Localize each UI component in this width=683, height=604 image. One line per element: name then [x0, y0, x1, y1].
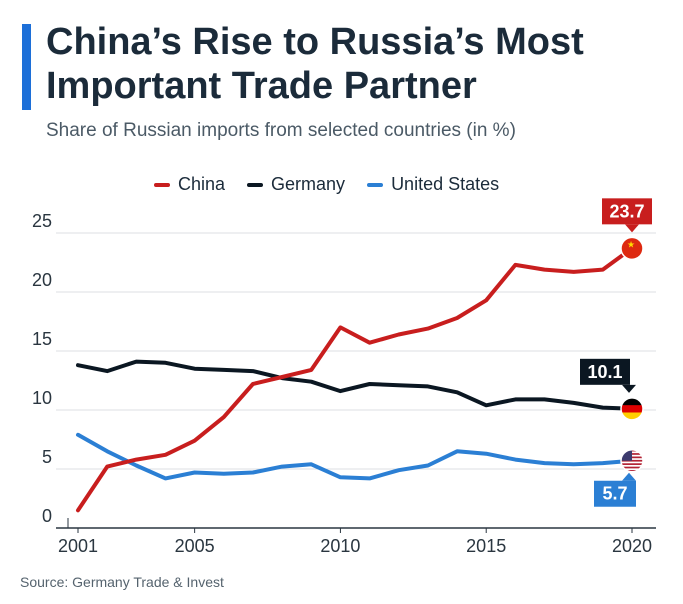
germany-flag-stripe — [621, 397, 643, 406]
series-line-china — [76, 246, 634, 513]
germany-flag-icon — [621, 397, 643, 420]
legend-swatch-germany — [247, 182, 264, 187]
callout-pointer-united-states — [622, 472, 636, 481]
y-tick-label: 20 — [32, 270, 52, 290]
legend-swatch-united-states — [367, 182, 384, 187]
us-flag-part — [621, 449, 632, 461]
y-tick-label: 25 — [32, 211, 52, 231]
x-tick-label: 2020 — [612, 536, 652, 556]
legend-label-china: China — [178, 174, 226, 194]
callout-pointer-germany — [622, 384, 636, 393]
x-tick-label: 2005 — [175, 536, 215, 556]
chart-legend: China Germany United States — [154, 174, 499, 195]
germany-flag-stripe — [621, 412, 643, 420]
end-label-germany: 10.1 — [587, 362, 622, 382]
callout-box-china — [602, 198, 652, 225]
legend-item-china: China — [154, 174, 225, 195]
germany-flag-ring — [620, 397, 644, 421]
china-flag-star-icon: ★ — [627, 240, 635, 250]
legend-item-germany: Germany — [247, 174, 345, 195]
series-line-united-states — [76, 432, 634, 481]
title-accent-bar — [22, 24, 31, 110]
china-flag-icon — [620, 236, 644, 261]
callout-pointer-china — [625, 224, 639, 233]
y-tick-label: 10 — [32, 388, 52, 408]
germany-flag-stripe — [621, 405, 643, 413]
legend-label-united-states: United States — [391, 174, 500, 194]
us-flag-part — [621, 466, 643, 469]
series-line-germany — [76, 359, 634, 411]
callout-box-united-states — [594, 480, 636, 507]
x-tick-label: 2010 — [320, 536, 360, 556]
us-flag-icon — [621, 449, 643, 472]
legend-label-germany: Germany — [271, 174, 346, 194]
y-tick-label: 5 — [42, 447, 52, 467]
x-tick-label: 2001 — [58, 536, 98, 556]
us-flag-part — [621, 459, 643, 462]
us-flag-part — [621, 470, 643, 472]
end-label-united-states: 5.7 — [602, 484, 627, 504]
callout-box-germany — [580, 358, 630, 385]
legend-swatch-china — [154, 182, 170, 187]
chart-subtitle: Share of Russian imports from selected c… — [46, 120, 516, 141]
chart-title: China’s Rise to Russia’s Most Important … — [46, 21, 584, 107]
y-tick-label: 0 — [42, 506, 52, 526]
legend-item-united-states: United States — [367, 174, 499, 195]
y-tick-label: 15 — [32, 329, 52, 349]
source-note: Source: Germany Trade & Invest — [20, 574, 224, 590]
us-flag-part — [621, 463, 643, 465]
end-label-china: 23.7 — [609, 201, 644, 221]
x-tick-label: 2015 — [466, 536, 506, 556]
us-flag-ring — [620, 448, 644, 473]
